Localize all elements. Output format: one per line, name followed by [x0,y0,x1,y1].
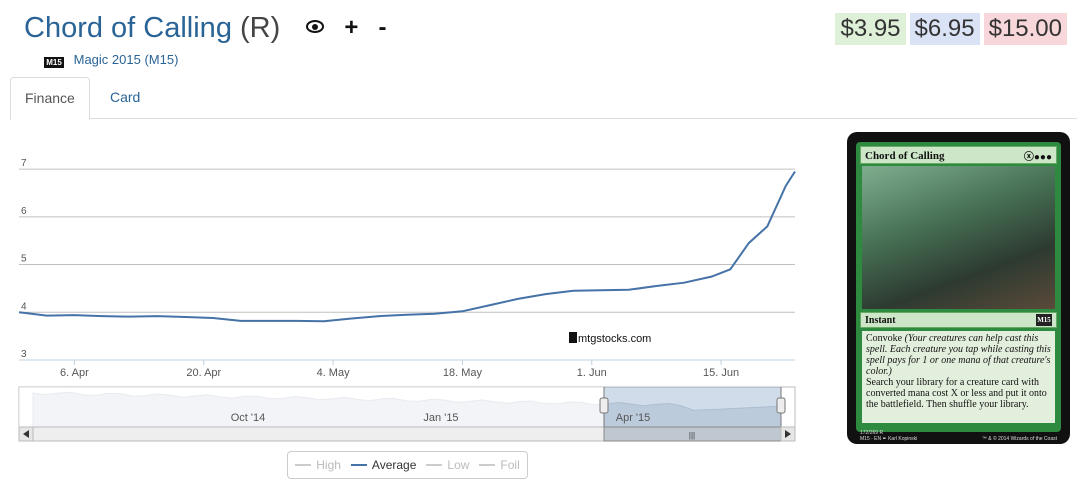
x-tick-label: 18. May [443,367,483,379]
set-row: M15 Magic 2015 (M15) [44,52,178,68]
navigator-label-oct14: Oct '14 [231,412,266,424]
navigator-selection[interactable] [604,387,781,427]
card-copyright: ™ & © 2014 Wizards of the Coast [981,436,1057,442]
x-tick-label: 4. May [317,367,351,379]
card-image-name-text: Chord of Calling [865,150,945,162]
price-badges: $3.95 $6.95 $15.00 [835,13,1067,45]
legend-item-average[interactable]: Average [350,458,417,472]
set-icon: M15 [44,57,64,68]
legend-swatch [426,464,443,466]
navigator[interactable]: Oct '14 Jan '15 Apr '15 [18,386,796,428]
set-symbol-icon: M15 [1036,314,1052,326]
legend-swatch [350,464,367,466]
y-tick-label: 5 [21,254,27,265]
y-tick-label: 3 [21,349,27,360]
legend-item-high[interactable]: High [295,458,341,472]
price-low: $3.95 [835,13,906,45]
x-tick-label: 1. Jun [577,367,607,379]
scroll-left-arrow-icon [23,430,29,438]
card-collector-info: 172/269 R M15 · EN ✒ Karl Kopinski [860,430,917,442]
price-average: $6.95 [909,13,980,45]
eye-icon[interactable] [306,20,325,33]
y-tick-label: 4 [21,301,27,312]
scroll-right-arrow-icon [785,430,791,438]
legend-label: Low [447,458,470,472]
card-name: Chord of Calling [24,12,232,44]
x-tick-label: 20. Apr [186,367,221,379]
legend-label: Average [371,458,417,472]
legend-swatch [479,464,496,466]
card-image-name: Chord of Calling ⓧ●●● [860,146,1057,164]
x-tick-label: 6. Apr [60,367,89,379]
y-tick-label: 6 [21,206,27,217]
mana-cost-icon: ⓧ●●● [1023,152,1052,163]
tab-finance[interactable]: Finance [10,77,90,120]
mtgstocks-logo-icon [569,332,577,343]
card-reminder-text: (Your creatures can help cast this spell… [866,333,1051,377]
x-tick-label: 15. Jun [703,367,739,379]
collector-number: 172/269 R [860,430,884,436]
card-image: Chord of Calling ⓧ●●● Instant M15 Convok… [847,132,1070,444]
card-keyword: Convoke [866,333,903,344]
remove-button[interactable]: - [378,14,387,41]
set-link[interactable]: Magic 2015 (M15) [73,52,179,67]
chart-legend: High Average Low Foil [287,451,528,479]
card-type-text: Instant [865,315,896,326]
navigator-mask [19,387,604,427]
card-type-line: Instant M15 [860,312,1057,328]
card-frame: Chord of Calling ⓧ●●● Instant M15 Convok… [856,142,1061,442]
average-series-line [18,170,796,323]
scrollbar-grip-icon: ||| [689,431,695,440]
card-set-artist: M15 · EN ✒ Karl Kopinski [860,436,918,442]
tab-bar: Finance Card [10,77,1077,120]
tab-card[interactable]: Card [110,89,141,105]
navigator-label-jan15: Jan '15 [423,412,458,424]
card-art [862,166,1055,309]
price-high: $15.00 [983,13,1067,45]
y-tick-label: 7 [21,158,27,169]
card-title: Chord of Calling (R) + - [24,12,386,45]
card-rules-text: Search your library for a creature card … [866,377,1047,410]
rarity-label: (R) [240,12,281,44]
scrollbar[interactable]: ||| [18,426,796,442]
watermark-text: mtgstocks.com [578,333,651,345]
legend-label: High [316,458,341,472]
card-rules-box: Convoke (Your creatures can help cast th… [862,331,1055,423]
legend-item-foil[interactable]: Foil [479,458,520,472]
watermark: mtgstocks.com [569,332,651,345]
legend-swatch [295,464,312,466]
add-button[interactable]: + [344,14,359,41]
navigator-label-apr15: Apr '15 [616,412,651,424]
navigator-right-handle[interactable] [776,397,786,414]
legend-item-low[interactable]: Low [426,458,469,472]
navigator-left-handle[interactable] [599,397,609,414]
legend-label: Foil [500,458,520,472]
price-chart: 3 4 5 6 7 6. Apr 20. Apr 4. May 18. May 1. Jun 15… [18,158,796,442]
